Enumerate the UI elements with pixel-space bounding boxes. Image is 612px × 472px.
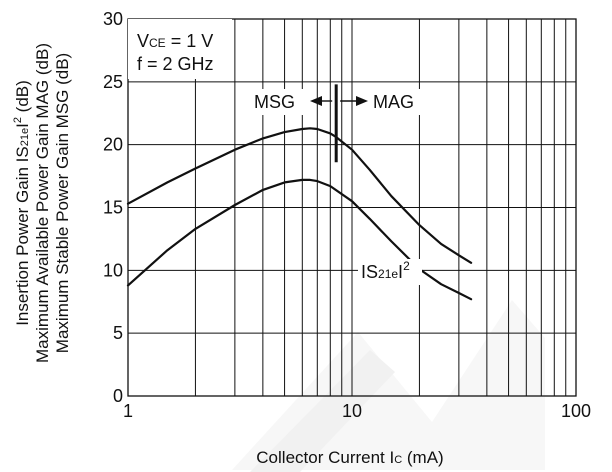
msg-arrow-head: [310, 96, 322, 106]
y-tick-label: 20: [103, 135, 123, 155]
s21-label-background: [358, 259, 422, 285]
y-axis-label-line-2: Maximum Available Power Gain MAG (dB): [33, 43, 52, 363]
frequency-condition: f = 2 GHz: [137, 54, 214, 74]
grid: [128, 19, 576, 396]
s21-annotation: IS21eI2: [358, 259, 422, 285]
msg-label-background: [250, 89, 308, 115]
y-axis-label: Insertion Power Gain IS21eI2 (dB) Maximu…: [12, 43, 72, 363]
vce-condition: VCE = 1 V: [137, 31, 213, 51]
watermark-graphic: [232, 300, 545, 472]
msg-label: MSG: [254, 92, 295, 112]
s21-label: IS21eI2: [361, 259, 410, 282]
y-tick-label: 25: [103, 72, 123, 92]
plot-frame: [127, 18, 577, 397]
mag-label-background: [368, 89, 428, 115]
conditions-box: VCE = 1 V f = 2 GHz: [128, 19, 232, 79]
x-tick-label: 1: [123, 401, 133, 421]
y-tick-label: 10: [103, 260, 123, 280]
y-tick-label: 15: [103, 198, 123, 218]
series-line-s21: [126, 178, 473, 301]
y-axis-label-line-3: Maximum Stable Power Gain MSG (dB): [53, 53, 72, 353]
mag-arrow-head: [356, 96, 368, 106]
msg-mag-annotation: MSG MAG: [250, 89, 428, 115]
x-tick-label: 100: [561, 401, 591, 421]
x-tick-label: 10: [342, 401, 362, 421]
y-tick-label: 30: [103, 9, 123, 29]
series-line-msg-mag: [126, 127, 473, 264]
conditions-box-background: [128, 19, 232, 79]
y-axis-label-line-1: Insertion Power Gain IS21eI2 (dB): [12, 80, 32, 326]
y-tick-label: 5: [113, 323, 123, 343]
mag-label: MAG: [373, 92, 414, 112]
x-axis-label: Collector Current IC (mA): [256, 448, 443, 467]
y-tick-label: 0: [113, 386, 123, 406]
